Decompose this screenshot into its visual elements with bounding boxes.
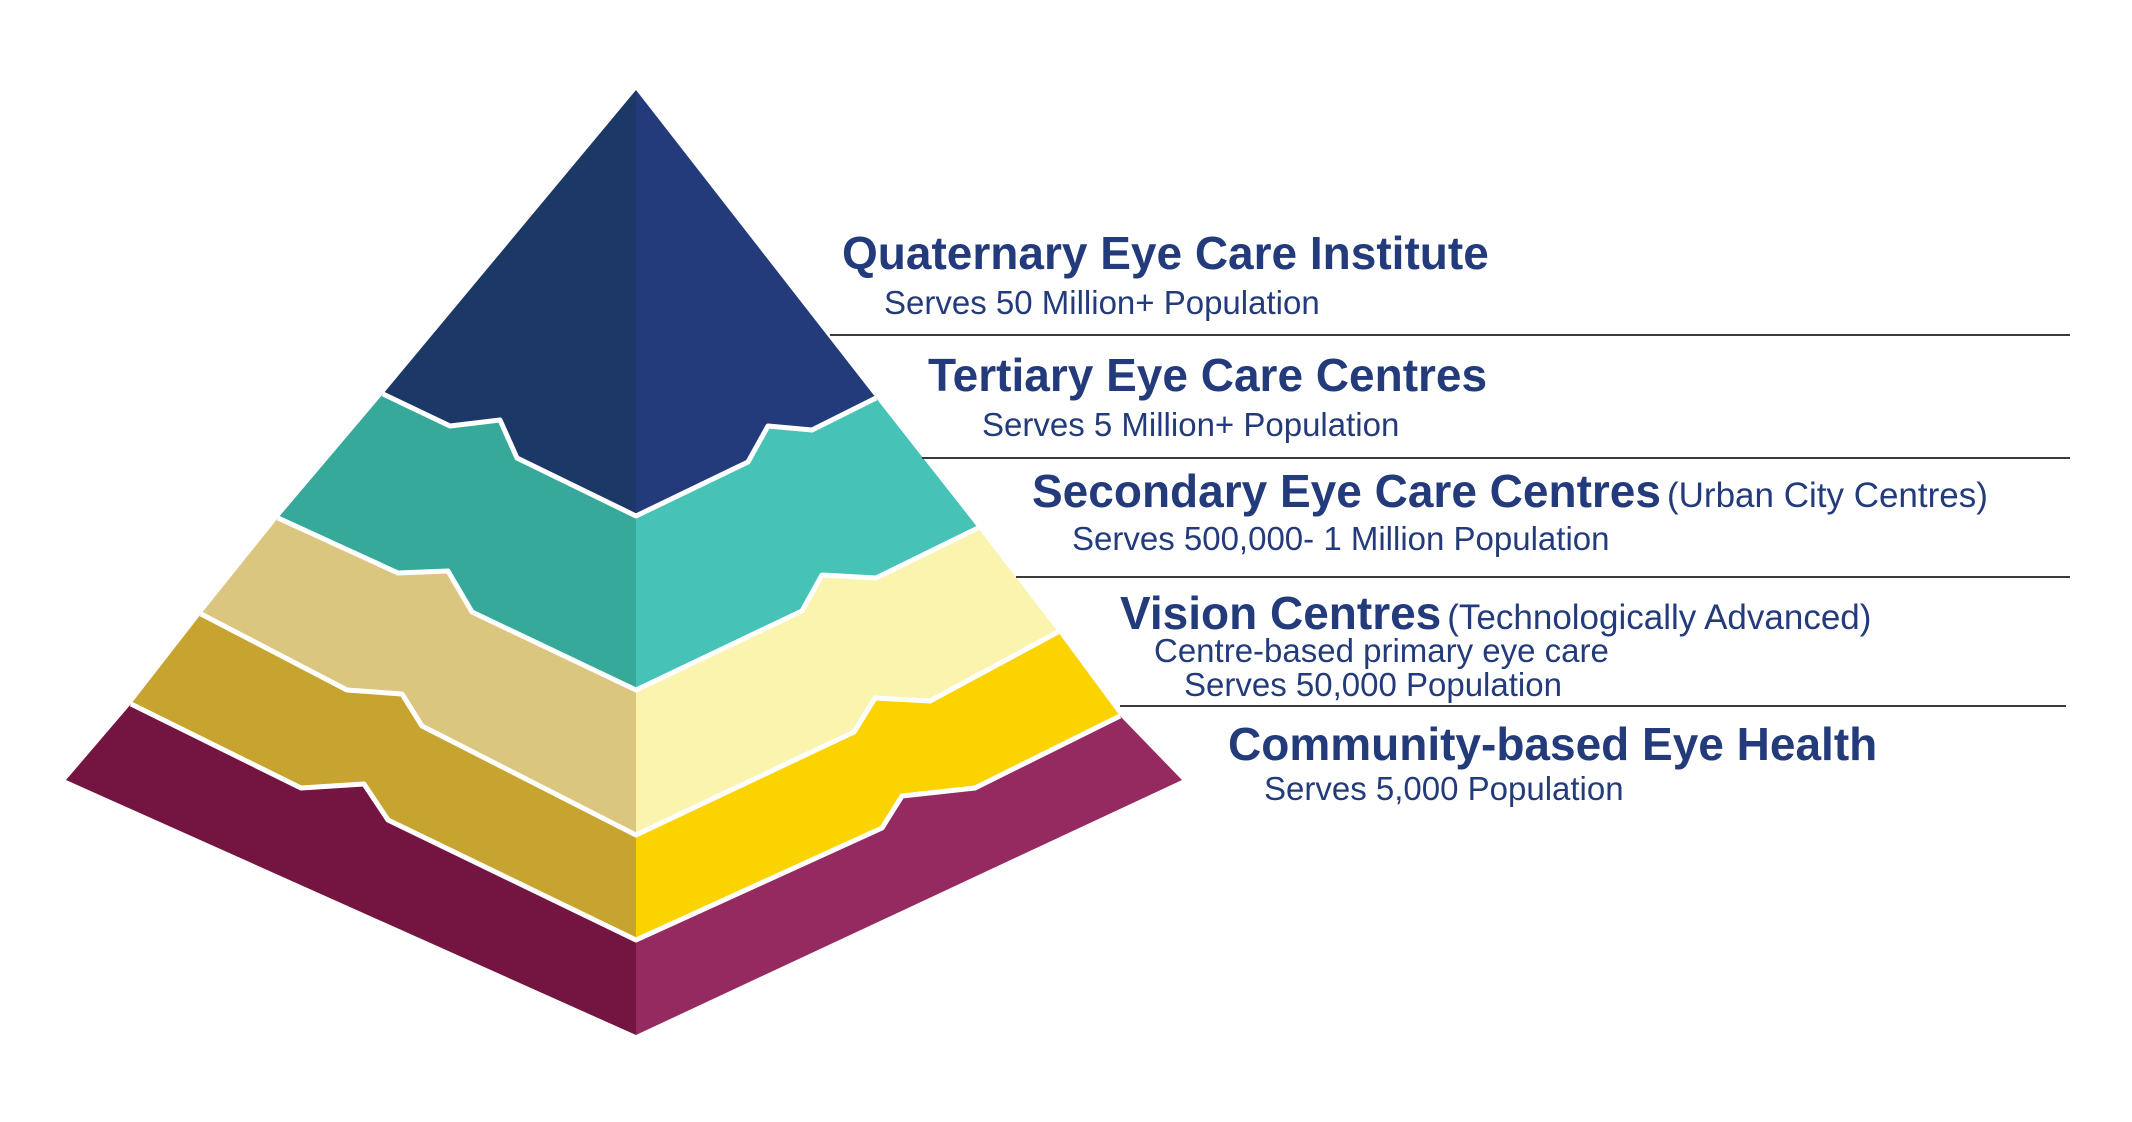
pyramid-tier-community-right-face: [636, 716, 1182, 1035]
tier-label-vision: Vision Centres (Technologically Advanced): [1120, 590, 1871, 638]
tier-detail-secondary: Serves 500,000- 1 Million Population: [1072, 520, 1610, 557]
pyramid-tier-secondary: [201, 518, 1058, 835]
pyramid-tier-secondary-left-face: [201, 518, 636, 835]
pyramid-separator-4: [129, 701, 1122, 943]
pyramid-tier-community: [66, 704, 1182, 1035]
pyramid-separator-3: [199, 611, 1060, 838]
pyramid-tier-vision: [131, 614, 1120, 940]
pyramid-tier-tertiary: [278, 394, 978, 690]
pyramid-tier-tertiary-right-face: [636, 398, 978, 690]
divider-rule-2: [922, 457, 2070, 459]
pyramid-separators: [129, 391, 1122, 943]
pyramid-tier-quaternary-left-face: [383, 90, 636, 516]
tier-detail-vision-1: Centre-based primary eye care: [1154, 632, 1609, 669]
pyramid-separator-1: [381, 391, 878, 519]
tier-title-community: Community-based Eye Health: [1228, 718, 1878, 770]
pyramid-separator-2: [276, 515, 980, 693]
tier-label-quaternary: Quaternary Eye Care Institute: [842, 230, 1489, 276]
tier-title-quaternary: Quaternary Eye Care Institute: [842, 227, 1489, 279]
tier-detail-tertiary: Serves 5 Million+ Population: [982, 406, 1400, 443]
divider-rule-4: [1120, 705, 2066, 707]
tier-note-secondary: (Urban City Centres): [1666, 476, 1988, 515]
pyramid-tier-vision-right-face: [636, 632, 1120, 940]
tier-label-secondary: Secondary Eye Care Centres (Urban City Ce…: [1032, 468, 1988, 516]
tier-title-secondary: Secondary Eye Care Centres: [1032, 465, 1661, 517]
pyramid-tier-secondary-right-face: [636, 528, 1058, 835]
pyramid-tier-tertiary-left-face: [278, 394, 636, 690]
tier-label-tertiary: Tertiary Eye Care Centres: [928, 352, 1487, 398]
tier-detail-quaternary: Serves 50 Million+ Population: [884, 284, 1320, 321]
pyramid-tier-community-left-face: [66, 704, 636, 1035]
divider-rule-3: [1016, 576, 2070, 578]
tier-title-tertiary: Tertiary Eye Care Centres: [928, 349, 1488, 401]
tier-note-vision: (Technologically Advanced): [1447, 598, 1872, 637]
divider-rule-1: [830, 334, 2070, 336]
pyramid-tier-quaternary-right-face: [636, 90, 876, 516]
tier-detail-community: Serves 5,000 Population: [1264, 770, 1624, 807]
tier-title-vision: Vision Centres: [1120, 587, 1442, 639]
pyramid-tier-quaternary: [383, 90, 876, 516]
tier-label-community: Community-based Eye Health: [1228, 721, 1877, 767]
pyramid-tier-vision-left-face: [131, 614, 636, 940]
tier-detail-vision-2: Serves 50,000 Population: [1184, 666, 1562, 703]
